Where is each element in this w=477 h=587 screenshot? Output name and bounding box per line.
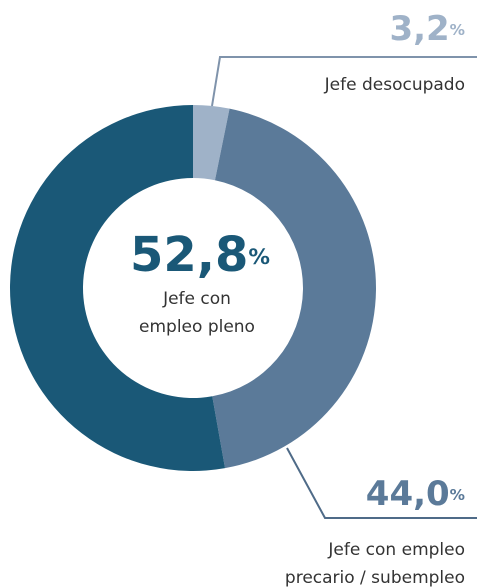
- category-label: Jefe desocupado: [324, 75, 465, 95]
- value-label: 44,0%: [366, 474, 465, 514]
- donut-segment: [9, 105, 226, 472]
- category-label: Jefe con empleo: [327, 540, 465, 560]
- category-label: precario / subempleo: [285, 568, 465, 587]
- leader-line: [286, 447, 477, 519]
- category-label: empleo pleno: [139, 317, 255, 337]
- value-label: 52,8%: [130, 227, 270, 283]
- donut-segment: [193, 105, 230, 181]
- category-label: Jefe con: [162, 289, 231, 309]
- value-label: 3,2%: [389, 9, 465, 49]
- leader-line: [211, 56, 477, 107]
- donut-segment: [212, 108, 376, 469]
